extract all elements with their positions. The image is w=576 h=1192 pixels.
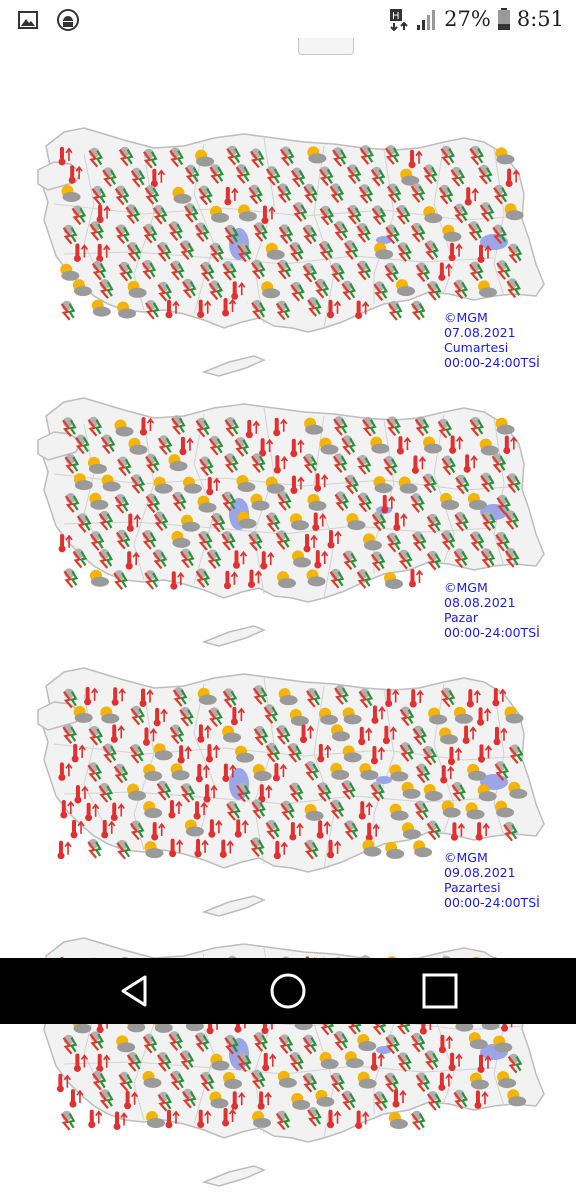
map-caption: ©MGM 09.08.2021 Pazartesi 00:00-24:00TSİ — [444, 850, 540, 910]
android-debug-icon — [57, 9, 79, 31]
map-day: Cumartesi — [444, 340, 509, 355]
map-credit: ©MGM — [444, 850, 488, 865]
status-bar: H 27% 8:51 — [0, 0, 576, 42]
map-credit: ©MGM — [444, 580, 488, 595]
map-date: 08.08.2021 — [444, 595, 516, 610]
turkey-map — [37, 397, 545, 647]
map-date: 09.08.2021 — [444, 865, 516, 880]
recents-icon[interactable] — [420, 971, 460, 1011]
map-caption: ©MGM 07.08.2021 Cumartesi 00:00-24:00TSİ — [444, 310, 540, 370]
map-time-range: 00:00-24:00TSİ — [444, 355, 540, 370]
turkey-map — [37, 127, 545, 377]
map-caption: ©MGM 08.08.2021 Pazar 00:00-24:00TSİ — [444, 580, 540, 640]
battery-icon — [497, 8, 510, 30]
map-time-range: 00:00-24:00TSİ — [444, 625, 540, 640]
gallery-icon — [18, 11, 38, 29]
map-day: Pazartesi — [444, 880, 501, 895]
navigation-bar — [0, 958, 576, 1024]
drag-handle[interactable] — [298, 38, 354, 55]
forecast-map-1[interactable]: ©MGM 07.08.2021 Cumartesi 00:00-24:00TSİ — [24, 124, 554, 382]
battery-percent: 27% — [444, 7, 491, 31]
turkey-map — [37, 667, 545, 917]
map-day: Pazar — [444, 610, 478, 625]
data-transfer-icon: H — [390, 9, 408, 31]
forecast-map-3[interactable]: ©MGM 09.08.2021 Pazartesi 00:00-24:00TSİ — [24, 664, 554, 922]
map-credit: ©MGM — [444, 310, 488, 325]
home-icon[interactable] — [268, 971, 308, 1011]
map-time-range: 00:00-24:00TSİ — [444, 895, 540, 910]
back-icon[interactable] — [115, 971, 155, 1011]
forecast-map-2[interactable]: ©MGM 08.08.2021 Pazar 00:00-24:00TSİ — [24, 394, 554, 652]
signal-icon — [417, 10, 436, 30]
map-date: 07.08.2021 — [444, 325, 516, 340]
svg-text:H: H — [392, 11, 400, 22]
clock: 8:51 — [516, 7, 564, 31]
